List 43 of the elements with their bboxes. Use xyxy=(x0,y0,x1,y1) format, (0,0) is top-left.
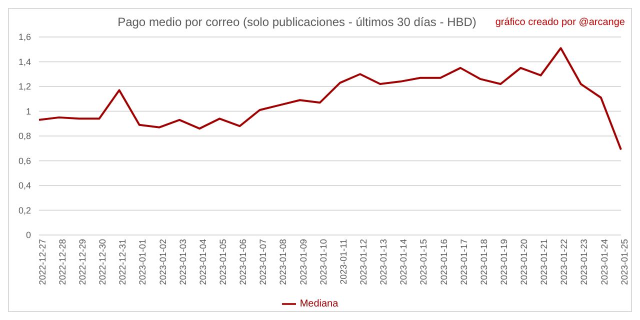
y-tick-label: 1,6 xyxy=(18,32,31,42)
x-tick-label: 2023-01-03 xyxy=(178,239,188,286)
x-tick-label: 2023-01-15 xyxy=(418,239,429,286)
x-tick-label: 2023-01-04 xyxy=(198,239,208,286)
x-tick-label: 2023-01-05 xyxy=(218,239,228,286)
y-tick-label: 0 xyxy=(26,230,31,240)
x-tick-label: 2023-01-09 xyxy=(298,239,308,286)
x-tick-label: 2023-01-20 xyxy=(519,239,530,286)
x-tick-label: 2023-01-23 xyxy=(579,239,590,286)
x-tick-label: 2023-01-06 xyxy=(238,239,248,286)
x-tick-label: 2022-12-27 xyxy=(37,239,48,286)
x-tick-label: 2023-01-14 xyxy=(398,239,409,286)
y-tick-label: 0,6 xyxy=(18,156,31,166)
y-tick-label: 1 xyxy=(26,106,31,116)
x-tick-label: 2023-01-25 xyxy=(619,239,630,286)
x-tick-label: 2022-12-29 xyxy=(78,239,88,286)
x-tick-label: 2023-01-12 xyxy=(358,239,368,286)
x-tick-label: 2023-01-07 xyxy=(258,239,268,286)
x-tick-label: 2023-01-21 xyxy=(539,239,550,286)
x-tick-label: 2023-01-17 xyxy=(458,239,469,286)
text: gráfico creado por @arcange xyxy=(495,17,625,28)
y-tick-label: 1,4 xyxy=(18,56,31,67)
x-tick-label: 2023-01-02 xyxy=(158,239,168,286)
y-tick-label: 0,4 xyxy=(18,180,31,191)
x-tick-label: 2023-01-01 xyxy=(138,239,148,286)
line-series xyxy=(38,47,622,151)
x-tick-label: 2023-01-18 xyxy=(478,239,489,286)
x-tick-label: 2023-01-08 xyxy=(278,239,288,286)
y-tick-label: 1,2 xyxy=(18,82,31,92)
x-tick-label: 2022-12-31 xyxy=(118,239,128,286)
chart-title: Pago medio por correo (solo publicaciones - últimos 30 días - HBD) xyxy=(118,15,476,29)
x-tick-label: 2023-01-10 xyxy=(318,239,328,286)
x-tick-label: 2023-01-11 xyxy=(338,239,348,284)
x-tick-label: 2023-01-22 xyxy=(559,239,570,286)
legend-label: Mediana xyxy=(300,298,338,310)
x-tick-label: 2023-01-13 xyxy=(378,239,389,286)
x-tick-label: 2023-01-19 xyxy=(498,239,509,286)
x-tick-label: 2023-01-16 xyxy=(438,239,449,286)
y-tick-label: 0,8 xyxy=(18,131,31,142)
x-tick-label: 2023-01-24 xyxy=(599,239,610,286)
y-tick-label: 0,2 xyxy=(18,205,31,216)
x-tick-label: 2022-12-28 xyxy=(57,239,68,286)
x-tick-label: 2022-12-30 xyxy=(98,239,108,286)
